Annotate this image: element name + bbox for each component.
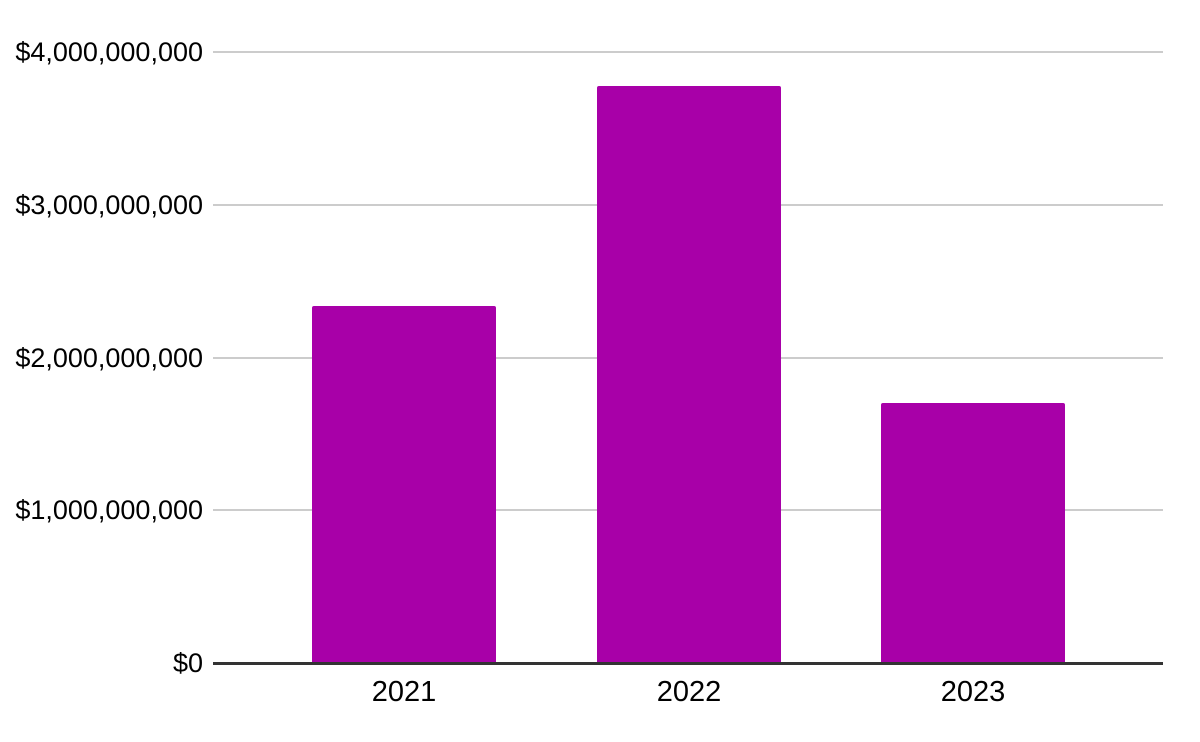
y-axis-tick-label: $4,000,000,000 bbox=[15, 37, 203, 67]
x-axis-line bbox=[213, 662, 1163, 665]
y-axis-tick-label: $1,000,000,000 bbox=[15, 495, 203, 525]
y-axis-tick-label: $2,000,000,000 bbox=[15, 343, 203, 373]
y-axis-tick-label: $0 bbox=[172, 648, 203, 678]
x-axis-tick-label: 2023 bbox=[940, 676, 1006, 708]
bar-2023[interactable] bbox=[881, 403, 1065, 663]
bar-2021[interactable] bbox=[312, 306, 496, 663]
bar-2022[interactable] bbox=[597, 86, 781, 663]
gridline bbox=[213, 51, 1163, 53]
y-axis-tick-label: $3,000,000,000 bbox=[15, 190, 203, 220]
x-axis-tick-label: 2022 bbox=[656, 676, 722, 708]
x-axis-tick-label: 2021 bbox=[371, 676, 437, 708]
